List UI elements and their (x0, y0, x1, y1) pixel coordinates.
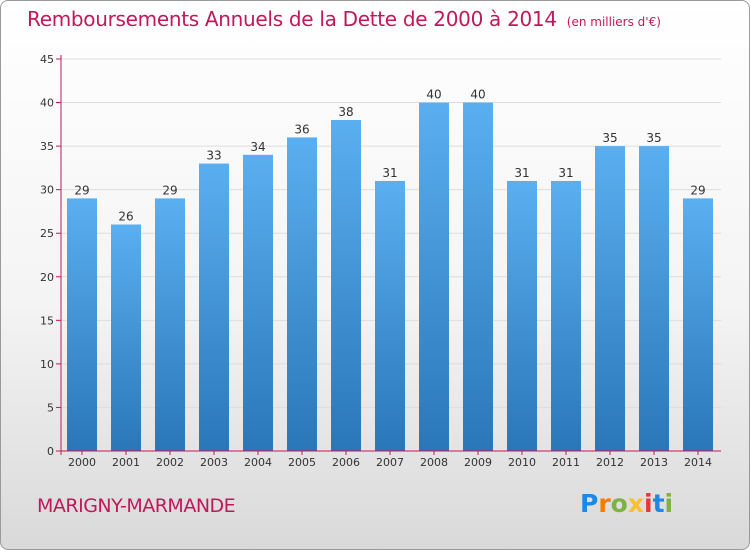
labels: 0 5 10 15 20 25 30 35 40 45 29 2000 26 2001 29 2002 33 20… (40, 53, 712, 469)
x-tick-label: 2004 (244, 456, 272, 469)
data-label: 35 (646, 131, 661, 145)
y-tick-label: 5 (47, 401, 54, 414)
x-tick-label: 2010 (508, 456, 536, 469)
bars (67, 102, 713, 452)
bar (639, 146, 669, 451)
bar (67, 198, 97, 451)
axes (56, 55, 721, 455)
data-label: 29 (690, 183, 705, 197)
y-tick-label: 25 (40, 227, 54, 240)
bar (507, 180, 537, 451)
x-tick-label: 2001 (112, 456, 140, 469)
y-tick-label: 0 (47, 445, 54, 458)
data-label: 29 (74, 183, 89, 197)
data-label: 31 (514, 166, 529, 180)
y-tick-label: 20 (40, 271, 54, 284)
logo-letter: x (627, 489, 644, 518)
bar (419, 102, 449, 452)
x-tick-label: 2008 (420, 456, 448, 469)
logo-letter: r (598, 489, 611, 518)
x-tick-label: 2006 (332, 456, 360, 469)
x-tick-label: 2009 (464, 456, 492, 469)
data-label: 29 (162, 183, 177, 197)
bar (287, 137, 317, 451)
y-tick-label: 40 (40, 97, 54, 110)
bar (463, 102, 493, 452)
logo-letter: P (580, 489, 599, 518)
proxiti-logo: Proxiti (580, 489, 673, 518)
data-label: 34 (250, 140, 265, 154)
data-label: 38 (338, 105, 353, 119)
logo-letter: i (664, 489, 674, 518)
bar (551, 180, 581, 451)
logo-letter: o (610, 489, 628, 518)
x-tick-label: 2012 (596, 456, 624, 469)
x-tick-label: 2011 (552, 456, 580, 469)
data-label: 33 (206, 149, 221, 163)
x-tick-label: 2002 (156, 456, 184, 469)
x-tick-label: 2007 (376, 456, 404, 469)
data-label: 31 (558, 166, 573, 180)
bar (199, 163, 229, 452)
x-tick-label: 2000 (68, 456, 96, 469)
x-tick-label: 2013 (640, 456, 668, 469)
data-label: 31 (382, 166, 397, 180)
y-tick-label: 45 (40, 53, 54, 66)
bar (331, 119, 361, 451)
y-tick-label: 10 (40, 358, 54, 371)
bar (375, 180, 405, 451)
chart-unit: (en milliers d'€) (566, 15, 661, 29)
y-tick-label: 30 (40, 184, 54, 197)
data-label: 40 (426, 88, 441, 102)
bar (683, 198, 713, 451)
bar (243, 154, 273, 452)
x-tick-label: 2005 (288, 456, 316, 469)
chart-title-text: Remboursements Annuels de la Dette de 20… (27, 7, 557, 31)
data-label: 35 (602, 131, 617, 145)
data-label: 36 (294, 122, 309, 136)
place-name: MARIGNY-MARMANDE (37, 495, 236, 517)
data-label: 40 (470, 88, 485, 102)
logo-letter: t (652, 489, 665, 518)
bar (111, 224, 141, 451)
bar (155, 198, 185, 451)
x-tick-label: 2003 (200, 456, 228, 469)
logo-letter: i (644, 489, 653, 518)
bar (595, 146, 625, 451)
y-tick-label: 15 (40, 314, 54, 327)
y-tick-label: 35 (40, 140, 54, 153)
chart-title: Remboursements Annuels de la Dette de 20… (27, 7, 661, 31)
data-label: 26 (118, 210, 133, 224)
x-tick-label: 2014 (684, 456, 712, 469)
